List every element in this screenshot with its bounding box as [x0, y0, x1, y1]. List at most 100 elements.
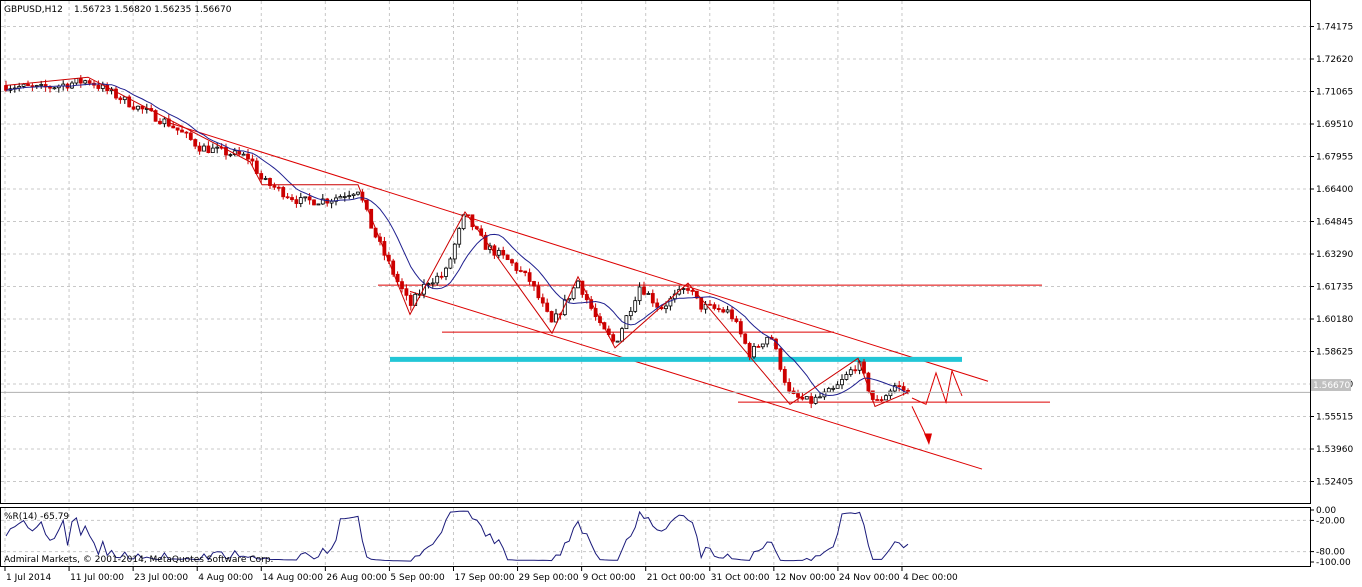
candle-body	[782, 368, 787, 383]
candle-body	[52, 87, 57, 90]
candle-body	[743, 333, 748, 344]
candle-body	[804, 396, 809, 400]
candle-body	[206, 145, 211, 154]
candle-body	[351, 193, 356, 196]
moving-average-line	[5, 83, 909, 397]
projection-arrow-head	[924, 433, 932, 446]
candle-body	[87, 80, 92, 84]
candle-body	[263, 178, 268, 180]
candle-body	[496, 249, 501, 256]
candle-body	[452, 243, 457, 260]
candle-body	[426, 283, 431, 285]
candle-body	[395, 273, 400, 283]
candle-body	[259, 173, 264, 180]
candle-body	[892, 385, 897, 392]
price-tick-label: 1.72620	[1316, 55, 1353, 65]
candle-body	[642, 286, 646, 295]
price-tick-label: 1.58625	[1316, 348, 1353, 358]
candle-body	[813, 396, 818, 404]
candle-body	[347, 195, 352, 197]
candle-body	[83, 80, 88, 84]
copyright-label: Admiral Markets, © 2001-2014, MetaQuotes…	[4, 555, 273, 565]
candle-body	[303, 196, 308, 199]
candle-body	[285, 196, 290, 199]
time-tick-label: 4 Dec 00:00	[903, 573, 958, 583]
channel-upper-line	[169, 122, 989, 382]
candle-body	[382, 241, 387, 256]
candle-body	[518, 270, 523, 272]
candle-body	[576, 280, 580, 289]
projection-path	[911, 369, 963, 405]
candle-body	[532, 281, 536, 287]
candle-body	[536, 285, 541, 299]
candle-body	[606, 328, 611, 336]
time-tick-label: 12 Nov 00:00	[775, 573, 836, 583]
price-axis: 1.74175 1.72620 1.71065 1.69510 1.67955 1.664…	[1310, 23, 1353, 488]
zigzag-line	[4, 76, 909, 408]
candle-body	[48, 86, 52, 89]
candle-body	[400, 281, 404, 290]
candle-body	[435, 275, 440, 284]
candle-body	[131, 106, 136, 110]
candle-body	[184, 131, 189, 134]
candle-body	[39, 84, 44, 86]
candle-body	[633, 300, 638, 312]
candle-body	[730, 309, 734, 320]
price-tick-label: 1.63290	[1316, 250, 1353, 260]
candle-body	[756, 346, 761, 348]
candle-body	[276, 186, 281, 189]
candle-body	[127, 96, 132, 108]
candle-body	[364, 199, 369, 210]
candle-body	[505, 254, 510, 261]
candle-body	[307, 196, 312, 201]
candle-body	[193, 139, 198, 147]
candle-body	[408, 294, 413, 306]
candle-body	[228, 154, 233, 156]
time-tick-label: 4 Aug 00:00	[198, 573, 253, 583]
candle-body	[215, 146, 220, 149]
current-price-tag: 1.56670	[1311, 379, 1351, 391]
candle-body	[646, 293, 651, 295]
ohlc-label: 1.56723 1.56820 1.56235 1.56670	[74, 5, 232, 15]
candle-body	[356, 191, 360, 195]
candle-body	[624, 315, 629, 330]
candle-body	[540, 297, 545, 304]
candle-body	[760, 343, 765, 348]
candle-body	[906, 389, 910, 392]
time-tick-label: 14 Aug 00:00	[262, 573, 323, 583]
indicator-panel	[0, 507, 1311, 567]
candle-body	[897, 385, 902, 388]
candle-body	[444, 267, 448, 277]
candle-body	[246, 153, 250, 160]
candle-body	[268, 178, 272, 186]
candle-body	[734, 318, 739, 322]
time-tick-label: 31 Oct 00:00	[711, 573, 770, 583]
candle-body	[74, 78, 79, 84]
candle-body	[114, 88, 118, 99]
time-tick-label: 24 Nov 00:00	[839, 573, 900, 583]
candle-body	[158, 120, 162, 125]
candle-body	[655, 302, 660, 308]
candle-body	[554, 313, 558, 323]
price-tick-label: 1.64845	[1316, 218, 1353, 228]
candle-body	[901, 386, 906, 391]
candle-body	[721, 309, 726, 313]
candle-body	[664, 305, 668, 310]
candle-body	[136, 105, 140, 110]
candle-body	[338, 196, 343, 199]
candle-body	[237, 150, 242, 155]
candle-body	[681, 288, 686, 290]
candle-body	[96, 84, 101, 89]
candle-body	[778, 348, 783, 370]
candle-body	[725, 309, 730, 313]
channel-lower-line	[409, 290, 983, 470]
price-grid	[1, 1, 1310, 503]
candle-body	[694, 290, 699, 299]
candle-body	[787, 382, 792, 392]
candle-body	[175, 127, 180, 131]
time-tick-label: 1 Jul 2014	[6, 573, 51, 583]
candle-body	[699, 297, 704, 310]
candle-body	[527, 272, 532, 282]
price-tick-label: 1.53960	[1316, 445, 1353, 455]
